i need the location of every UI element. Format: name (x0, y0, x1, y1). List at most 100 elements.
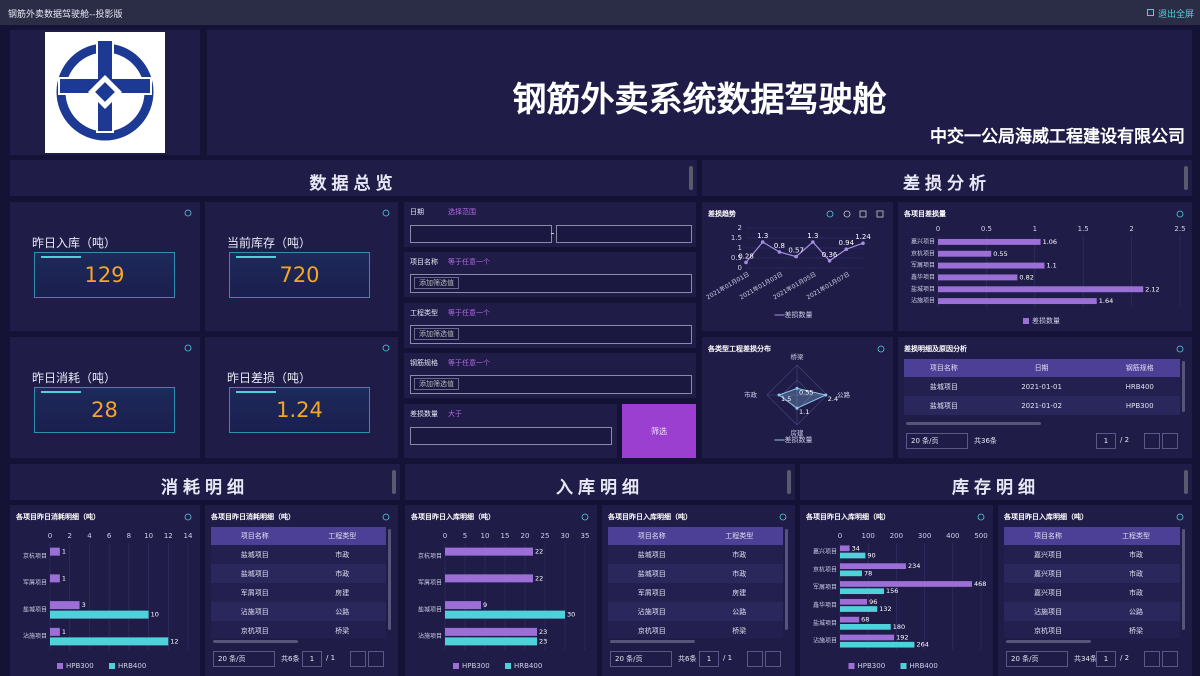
h-scrollbar (610, 640, 695, 643)
table-deco: 各项目昨日入库明细（吨） (1003, 512, 1184, 521)
prev-page[interactable] (350, 651, 366, 667)
legend-swatch (109, 663, 115, 669)
chart-title: 各类型工程差损分布 (707, 344, 771, 353)
y-tick-label: 2 (738, 224, 742, 232)
column-header[interactable]: 项目名称 (1004, 527, 1092, 545)
scrollbar (785, 529, 788, 630)
cell: 嘉兴项目 (1004, 564, 1092, 583)
value-label: 132 (879, 605, 891, 613)
amount-input[interactable] (410, 427, 612, 445)
table-deco: 差损明细及原因分析 (904, 344, 1184, 353)
exit-fullscreen[interactable]: 退出全屏 (1158, 10, 1195, 20)
tool-icon[interactable] (859, 210, 867, 218)
column-header[interactable]: 钢筋规格 (1099, 359, 1180, 377)
value-label: 1.1 (1046, 262, 1056, 270)
page-number[interactable]: 1 (1096, 651, 1116, 667)
x-tick-label: 100 (862, 532, 875, 540)
column-header[interactable]: 日期 (983, 359, 1100, 377)
filter-operator[interactable]: 大于 (448, 410, 462, 418)
page-number[interactable]: 1 (699, 651, 719, 667)
filter-label: 日期 (410, 208, 424, 216)
scroll-mark (1184, 166, 1188, 190)
cell: 盐城项目 (608, 564, 696, 583)
filter-operator[interactable]: 选择范围 (448, 208, 476, 216)
next-page[interactable] (1162, 433, 1178, 449)
page-number[interactable]: 1 (1096, 433, 1116, 449)
kpi-label: 昨日消耗（吨） (32, 371, 117, 385)
kpi-label: 昨日入库（吨） (32, 236, 117, 250)
column-header[interactable]: 项目名称 (211, 527, 299, 545)
section-title: 差损分析 (903, 174, 991, 194)
filter-input[interactable]: 添加筛选值 (410, 325, 692, 344)
section-title: 数据总览 (309, 174, 398, 194)
chart-title: 差损趋势 (708, 209, 736, 218)
table-wrap: 项目名称 日期 钢筋规格 盐城项目 2021-01-01 HRB400 盐城项目 2021-0… (904, 359, 1180, 420)
next-page[interactable] (765, 651, 781, 667)
total: 共6条 (678, 655, 697, 663)
column-header[interactable]: 工程类型 (695, 527, 783, 545)
row: 沾施项目 公路 (211, 602, 386, 621)
cell: 盐城项目 (904, 377, 984, 396)
point (744, 260, 748, 265)
filter-input[interactable]: 添加筛选值 (410, 375, 692, 394)
total: 共36条 (974, 437, 997, 445)
x-tick-label: 10 (481, 532, 490, 540)
chart-title: 各项目差损量 (903, 209, 946, 218)
prev-page[interactable] (747, 651, 763, 667)
window-title: 钢筋外卖数据驾驶舱--投影版 (8, 10, 123, 20)
scroll-mark (787, 470, 791, 494)
filter-input[interactable]: 添加筛选值 (410, 274, 692, 293)
prev-page[interactable] (1144, 433, 1160, 449)
column-header[interactable]: 工程类型 (298, 527, 386, 545)
fullscreen-icon[interactable] (876, 210, 884, 218)
kpi-deco (382, 209, 390, 217)
page-size[interactable]: 20 条/页 (906, 433, 968, 449)
refresh-icon[interactable] (843, 210, 851, 218)
page-size[interactable]: 20 条/页 (610, 651, 672, 667)
cell: 房建 (298, 583, 386, 602)
date-end[interactable] (556, 225, 692, 243)
x-tick-label: 8 (127, 532, 131, 540)
value-label: 90 (867, 552, 875, 560)
filter-label: 工程类型 (410, 309, 438, 317)
filter-button[interactable]: 筛选 (622, 404, 696, 458)
logo-center-in (95, 82, 115, 102)
bar (840, 606, 878, 612)
date-start[interactable] (410, 225, 552, 243)
row: 京杭项目 桥梁 (608, 621, 783, 638)
y-tick-label: 0 (738, 264, 742, 272)
page-size[interactable]: 20 条/页 (213, 651, 275, 667)
next-page[interactable] (368, 651, 384, 667)
prev-page[interactable] (1144, 651, 1160, 667)
bar (50, 627, 60, 636)
project-loss-panel: 各项目差损量 0 0.5 1 1.5 2 2.5 嘉兴项目 京杭项目 军屑项目 鑫华项目 盐城项目 沾施… (898, 202, 1192, 331)
value-label: 22 (535, 574, 543, 582)
legend-label: HPB300 (858, 662, 886, 670)
section-header: 差损分析 (702, 160, 1192, 196)
filter-operator[interactable]: 等于任意一个 (448, 258, 490, 266)
x-tick-label: 0 (838, 532, 842, 540)
detail-table-panel: 各项目昨日入库明细（吨） 项目名称 工程类型 盐城项目 市政 盐城项目 市政 军屑项目 房建 沾施… (602, 505, 795, 676)
legend-swatch (1023, 318, 1029, 324)
chart-title: 各项目昨日消耗明细（吨） (15, 512, 100, 521)
y-tick-label: 京杭项目 (813, 565, 837, 573)
value-label: 0.57 (788, 247, 804, 255)
cell: 市政 (298, 545, 386, 564)
column-header[interactable]: 工程类型 (1092, 527, 1180, 545)
x-tick-label: 1.5 (1078, 225, 1089, 233)
exit-icon (1147, 9, 1154, 16)
bar (445, 627, 537, 636)
page-size[interactable]: 20 条/页 (1006, 651, 1068, 667)
cell: 嘉兴项目 (1004, 583, 1092, 602)
cell: 2021-01-01 (983, 377, 1100, 396)
legend-swatch (900, 663, 907, 669)
bar (938, 274, 1018, 281)
column-header[interactable]: 项目名称 (608, 527, 696, 545)
point (795, 386, 799, 390)
filter-operator[interactable]: 等于任意一个 (448, 309, 490, 317)
row: 京杭项目 桥梁 (211, 621, 386, 638)
next-page[interactable] (1162, 651, 1178, 667)
column-header[interactable]: 项目名称 (904, 359, 984, 377)
page-number[interactable]: 1 (302, 651, 322, 667)
filter-operator[interactable]: 等于任意一个 (448, 359, 490, 367)
